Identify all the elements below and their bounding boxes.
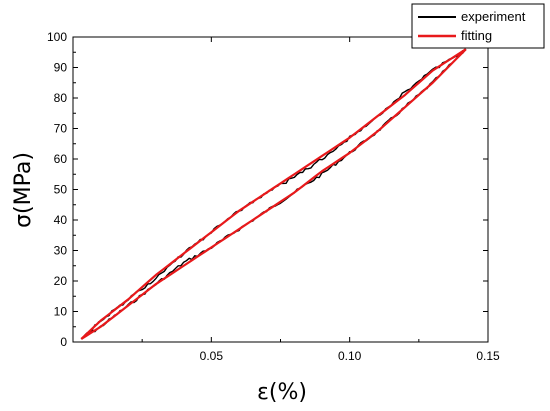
y-tick-label: 80: [54, 91, 68, 105]
plot-frame: [72, 36, 489, 343]
x-axis-ticks: 0.05 0.10 0.15: [141, 37, 500, 363]
legend-label-experiment: experiment: [461, 9, 526, 24]
plot-area: [72, 36, 489, 343]
y-axis-ticks: 0 10 20 30 40 50 60 70 80 90 100: [47, 30, 488, 349]
legend-box: [411, 3, 545, 49]
series-layer: [80, 48, 467, 340]
legend: experiment fitting: [411, 3, 545, 49]
x-axis-title: ε(%): [257, 380, 307, 405]
y-tick-label: 60: [54, 152, 68, 166]
y-tick-label: 30: [54, 244, 68, 258]
y-tick-label: 10: [54, 305, 68, 319]
y-tick-label: 40: [54, 213, 68, 227]
y-axis-title: σ(MPa): [11, 152, 36, 228]
y-tick-label: 50: [54, 183, 68, 197]
x-tick-label: 0.10: [338, 349, 362, 363]
x-tick-label: 0.15: [476, 349, 500, 363]
y-tick-label: 0: [60, 335, 67, 349]
series-line-fitting-loading: [80, 48, 467, 340]
series-line-fitting-unloading: [80, 48, 467, 340]
y-tick-label: 70: [54, 122, 68, 136]
y-tick-label: 100: [47, 30, 67, 44]
y-tick-label: 90: [54, 61, 68, 75]
y-tick-label: 20: [54, 274, 68, 288]
x-tick-label: 0.05: [200, 349, 224, 363]
legend-label-fitting: fitting: [461, 28, 492, 43]
